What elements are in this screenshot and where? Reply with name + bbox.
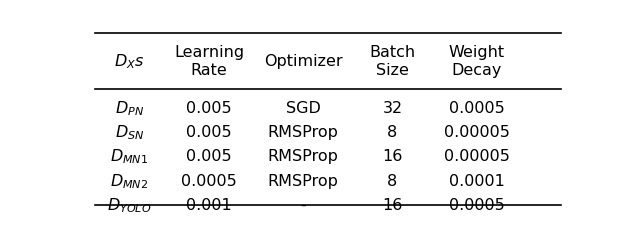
Text: 0.005: 0.005 (186, 125, 232, 140)
Text: 0.00005: 0.00005 (444, 149, 509, 165)
Text: 8: 8 (387, 174, 397, 189)
Text: $D_{MN1}$: $D_{MN1}$ (111, 148, 148, 166)
Text: 0.0005: 0.0005 (181, 174, 237, 189)
Text: Batch
Size: Batch Size (369, 45, 415, 78)
Text: 8: 8 (387, 125, 397, 140)
Text: RMSProp: RMSProp (268, 174, 339, 189)
Text: 16: 16 (382, 149, 403, 165)
Text: RMSProp: RMSProp (268, 125, 339, 140)
Text: -: - (300, 198, 306, 213)
Text: $D_X$s: $D_X$s (115, 52, 145, 71)
Text: 0.00005: 0.00005 (444, 125, 509, 140)
Text: 0.0005: 0.0005 (449, 101, 505, 116)
Text: SGD: SGD (286, 101, 321, 116)
Text: $D_{MN2}$: $D_{MN2}$ (111, 172, 148, 190)
Text: $D_{PN}$: $D_{PN}$ (115, 99, 144, 118)
Text: 0.005: 0.005 (186, 101, 232, 116)
Text: 32: 32 (383, 101, 403, 116)
Text: $D_{SN}$: $D_{SN}$ (115, 123, 145, 142)
Text: RMSProp: RMSProp (268, 149, 339, 165)
Text: 16: 16 (382, 198, 403, 213)
Text: 0.005: 0.005 (186, 149, 232, 165)
Text: Weight
Decay: Weight Decay (449, 45, 505, 78)
Text: 0.0001: 0.0001 (449, 174, 505, 189)
Text: 0.0005: 0.0005 (449, 198, 505, 213)
Text: Learning
Rate: Learning Rate (174, 45, 244, 78)
Text: $D_{YOLO}$: $D_{YOLO}$ (108, 196, 152, 215)
Text: Optimizer: Optimizer (264, 54, 342, 69)
Text: 0.001: 0.001 (186, 198, 232, 213)
